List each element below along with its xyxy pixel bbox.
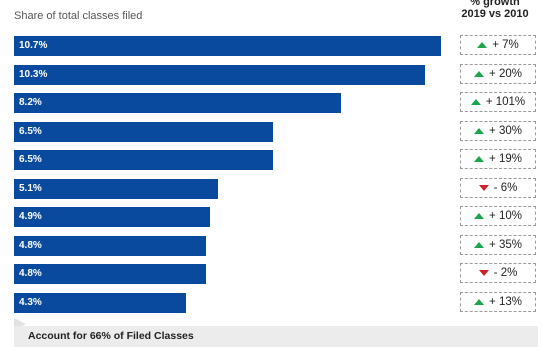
arrow-up-icon <box>477 42 488 48</box>
growth-header-line2: 2019 vs 2010 <box>461 8 529 20</box>
bar-value-label: 6.5% <box>19 125 42 137</box>
chart-row: 5.1% - 6% <box>0 177 552 206</box>
growth-label: - 2% <box>493 267 518 279</box>
growth-label: + 13% <box>489 295 522 308</box>
bar <box>14 292 186 313</box>
chart-row: 10.3% + 20% <box>0 63 552 92</box>
footer-banner: Account for 66% of Filed Classes <box>14 326 538 347</box>
chart-row: 6.5% + 19% <box>0 148 552 177</box>
bar-value-label: 6.5% <box>19 154 42 165</box>
arrow-up-icon <box>474 213 485 219</box>
bar <box>14 150 274 170</box>
chart-row: 8.2% + 101% <box>0 91 552 120</box>
chart-row: 10.7% + 7% <box>0 34 552 63</box>
bar-value-label: 4.8% <box>19 239 42 251</box>
growth-label: + 30% <box>489 124 522 137</box>
arrow-down-icon <box>478 270 489 276</box>
arrow-up-icon <box>474 241 485 248</box>
growth-header-line1: % growth <box>470 0 520 8</box>
bar-value-label: 4.8% <box>19 268 42 279</box>
growth-header: % growth 2019 vs 2010 <box>450 0 540 20</box>
arrow-up-icon <box>474 298 485 305</box>
growth-label: + 20% <box>489 67 522 80</box>
growth-label: + 35% <box>489 238 522 251</box>
growth-box: + 19% <box>460 149 536 169</box>
growth-label: + 19% <box>489 153 522 165</box>
bar <box>14 235 206 256</box>
arrow-up-icon <box>474 70 485 77</box>
bar-value-label: 4.3% <box>19 296 42 308</box>
bar <box>14 64 426 85</box>
growth-label: + 101% <box>485 96 526 108</box>
share-header: Share of total classes filed <box>14 10 143 22</box>
growth-box: + 30% <box>460 120 536 141</box>
bar <box>14 36 441 56</box>
bar <box>14 207 210 227</box>
arrow-up-icon <box>470 99 481 105</box>
footer-text: Account for 66% of Filed Classes <box>28 330 194 342</box>
chart-row: 4.9% + 10% <box>0 205 552 234</box>
growth-box: + 10% <box>460 206 536 226</box>
growth-label: + 7% <box>492 39 519 51</box>
bar <box>14 178 218 199</box>
growth-box: + 101% <box>460 92 536 112</box>
bar-value-label: 8.2% <box>19 97 42 108</box>
bar-value-label: 4.9% <box>19 211 42 222</box>
arrow-up-icon <box>474 127 485 134</box>
arrow-up-icon <box>474 156 485 162</box>
bar <box>14 264 206 284</box>
growth-box: + 13% <box>460 291 536 312</box>
growth-label: - 6% <box>493 181 518 194</box>
bar-value-label: 10.3% <box>19 68 48 80</box>
bar <box>14 93 342 113</box>
bar-value-label: 10.7% <box>19 40 48 51</box>
growth-box: + 7% <box>460 35 536 55</box>
bar <box>14 121 274 142</box>
growth-box: - 6% <box>460 177 536 198</box>
bar-value-label: 5.1% <box>19 182 42 194</box>
chart-row: 4.8% + 35% <box>0 234 552 263</box>
growth-box: + 20% <box>460 63 536 84</box>
arrow-down-icon <box>478 184 489 191</box>
chart-row: 4.3% + 13% <box>0 291 552 320</box>
growth-label: + 10% <box>489 210 522 222</box>
growth-box: + 35% <box>460 234 536 255</box>
chart-row: 4.8% - 2% <box>0 262 552 291</box>
chart-row: 6.5% + 30% <box>0 120 552 149</box>
growth-box: - 2% <box>460 263 536 283</box>
bar-chart: 10.7% + 7% 10.3% + 20% 8.2% + 101% 6.5% + 30% 6.… <box>0 34 552 319</box>
